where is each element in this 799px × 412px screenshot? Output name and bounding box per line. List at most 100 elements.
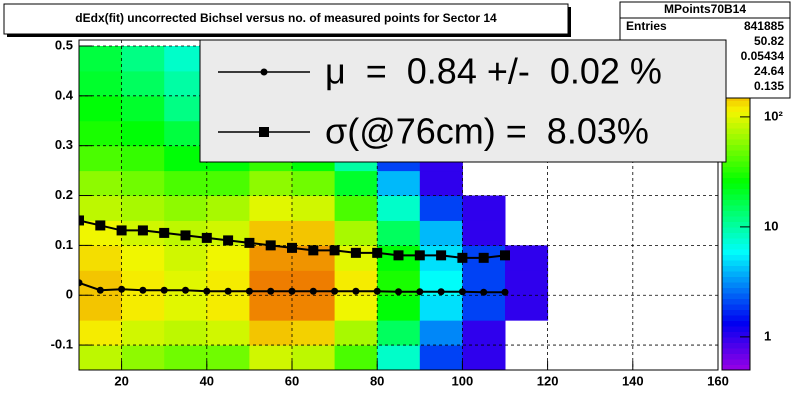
palette-step	[722, 133, 750, 140]
palette-step	[722, 216, 750, 222]
heat-cell	[419, 220, 463, 246]
heat-cell	[292, 345, 336, 370]
heat-cell	[292, 320, 336, 346]
palette-step	[722, 210, 750, 217]
marker	[287, 242, 297, 253]
palette-step	[722, 243, 750, 250]
heat-cell	[79, 345, 123, 370]
palette-step	[722, 315, 750, 321]
marker	[414, 250, 425, 261]
x-tick-label: 60	[285, 373, 299, 388]
heat-cell	[121, 295, 165, 321]
heat-cell	[505, 245, 549, 271]
marker	[500, 250, 510, 261]
heat-cell	[79, 320, 123, 346]
marker	[372, 247, 383, 258]
heat-cell	[292, 195, 336, 221]
heat-cell	[292, 295, 336, 321]
heat-cell	[505, 270, 549, 296]
title-box	[3, 3, 569, 35]
palette-step	[722, 238, 750, 244]
heat-cell	[377, 295, 421, 321]
palette-step	[722, 227, 750, 233]
palette-step	[722, 293, 750, 299]
stats-title: MPoints70B14	[664, 2, 746, 16]
palette-step	[722, 155, 750, 162]
marker	[244, 237, 255, 248]
heat-cell	[121, 145, 165, 172]
palette-step	[722, 221, 750, 228]
x-tick-label: 100	[452, 373, 474, 388]
heat-cell	[334, 345, 378, 370]
palette-step	[722, 348, 750, 354]
heat-cell	[121, 95, 165, 122]
y-tick-label: 0.2	[55, 187, 73, 202]
heat-cell	[79, 45, 123, 72]
palette-step	[722, 282, 750, 288]
palette-step	[722, 276, 750, 283]
stats-value: 0.05434	[741, 49, 785, 63]
heat-cell	[121, 70, 165, 97]
palette-step	[722, 364, 750, 371]
y-tick-label: 0.5	[55, 37, 73, 52]
heat-cell	[79, 145, 123, 172]
marker	[331, 287, 339, 295]
legend-box	[199, 39, 727, 163]
heat-cell	[377, 345, 421, 370]
palette-step	[722, 342, 750, 349]
marker	[458, 288, 466, 296]
palette-step	[722, 144, 750, 151]
palette-step	[722, 188, 750, 195]
heat-cell	[292, 220, 336, 246]
heat-cell	[419, 320, 463, 346]
heat-cell	[334, 170, 378, 197]
legend-marker	[260, 68, 268, 76]
palette-step	[722, 353, 750, 360]
marker	[118, 285, 126, 293]
heat-cell	[164, 320, 208, 346]
heat-cell	[164, 195, 208, 221]
heat-cell	[249, 170, 293, 197]
palette-step	[722, 271, 750, 277]
marker	[224, 287, 232, 295]
palette-step	[722, 161, 750, 167]
heat-cell	[462, 295, 506, 321]
heat-cell	[462, 195, 506, 221]
heat-cell	[79, 170, 123, 197]
marker	[137, 225, 148, 236]
x-tick-label: 120	[537, 373, 559, 388]
marker	[393, 250, 404, 261]
x-tick-label: 160	[707, 373, 729, 388]
marker	[288, 287, 296, 295]
palette-step	[722, 128, 750, 134]
palette-step	[722, 177, 750, 184]
heat-cell	[206, 195, 250, 221]
marker	[79, 279, 83, 287]
palette-step	[722, 117, 750, 123]
marker	[203, 287, 211, 295]
heat-cell	[377, 195, 421, 221]
marker	[95, 220, 106, 231]
marker	[159, 227, 170, 238]
palette-step	[722, 254, 750, 261]
palette-step	[722, 320, 750, 327]
heat-cell	[79, 120, 123, 147]
marker	[352, 287, 360, 295]
heat-cell	[164, 345, 208, 370]
palette-step	[722, 260, 750, 266]
heat-cell	[206, 345, 250, 370]
marker	[457, 252, 468, 263]
legend-label: μ = 0.84 +/- 0.02 %	[325, 51, 662, 92]
heat-cell	[206, 245, 250, 271]
heat-cell	[377, 170, 421, 197]
palette-step	[722, 232, 750, 239]
heat-cell	[164, 245, 208, 271]
palette-step	[722, 205, 750, 211]
marker	[201, 232, 212, 243]
heat-cell	[292, 170, 336, 197]
marker	[436, 250, 447, 261]
marker	[350, 247, 361, 258]
stats-label: Entries	[626, 19, 667, 33]
marker	[437, 288, 445, 296]
